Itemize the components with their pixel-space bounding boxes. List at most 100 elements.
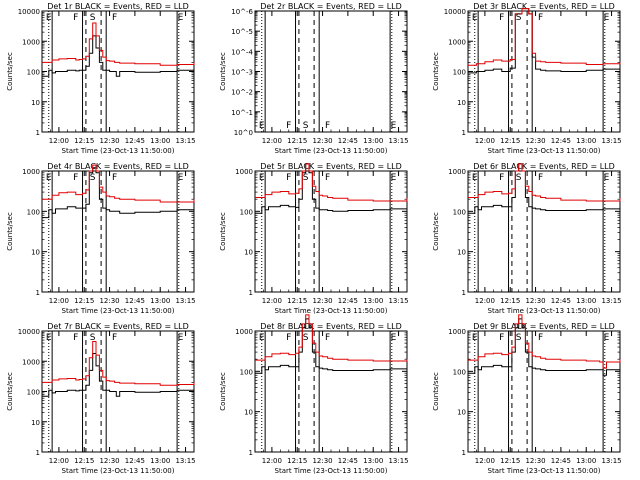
period-marker-label: F <box>73 173 78 183</box>
period-marker-label: E <box>472 173 478 183</box>
period-marker-label: F <box>325 121 330 131</box>
period-marker-label: E <box>46 13 52 23</box>
x-tick-label: 12:15 <box>500 137 520 145</box>
chart-title: Det 8r BLACK = Events, RED = LLD <box>260 322 402 331</box>
series-line-lld <box>255 163 408 202</box>
chart-title: Det 2r BLACK = Events, RED = LLD <box>260 2 402 11</box>
plot-frame <box>467 170 621 293</box>
chart-panel-2: Det 2r BLACK = Events, RED = LLD 10^0 10^-… <box>219 2 409 155</box>
period-marker-label: S <box>516 333 522 343</box>
x-tick-label: 13:00 <box>150 297 170 305</box>
y-tick-label: 10 <box>457 409 466 417</box>
series-line-events <box>42 167 195 219</box>
y-tick-label: 1 <box>36 289 40 297</box>
x-tick-label: 12:45 <box>338 297 358 305</box>
period-marker-label: E <box>178 173 184 183</box>
x-tick-label: 13:00 <box>150 457 170 465</box>
x-tick-label: 13:00 <box>363 137 383 145</box>
chart-panel-9: Det 9r BLACK = Events, RED = LLD 1 10 100 10… <box>432 314 622 475</box>
y-tick-label: 1 <box>36 449 40 457</box>
y-tick-label: 1 <box>462 129 466 137</box>
x-tick-label: 12:00 <box>475 137 495 145</box>
series-line-events <box>255 318 408 374</box>
chart-panel-7: Det 7r BLACK = Events, RED = LLD 1 10 100 10… <box>6 322 196 475</box>
y-tick-label: 100 <box>240 368 253 376</box>
period-marker-label: E <box>391 173 397 183</box>
x-axis-label: Start Time (23-Oct-13 11:50:00) <box>488 147 601 155</box>
period-marker-label: F <box>286 173 291 183</box>
chart-panel-6: Det 6r BLACK = Events, RED = LLD 1 10 100 10… <box>432 162 622 315</box>
x-tick-label: 12:45 <box>551 457 571 465</box>
y-tick-label: 1000 <box>448 38 466 46</box>
y-tick-label: 1 <box>249 449 253 457</box>
y-tick-label: 1 <box>36 129 40 137</box>
x-tick-label: 13:15 <box>601 137 621 145</box>
x-tick-label: 13:15 <box>388 137 408 145</box>
period-marker-label: E <box>391 333 397 343</box>
x-tick-label: 12:30 <box>312 297 332 305</box>
period-marker-label: S <box>303 333 309 343</box>
plot-frame <box>254 10 408 133</box>
period-marker-label: F <box>73 333 78 343</box>
y-tick-label: 100 <box>27 208 40 216</box>
plot-frame <box>41 170 195 293</box>
series-line-events <box>468 8 621 74</box>
series-line-lld <box>468 163 621 202</box>
y-tick-label: 10 <box>457 99 466 107</box>
x-tick-label: 12:00 <box>262 297 282 305</box>
x-tick-label: 13:00 <box>576 457 596 465</box>
y-tick-label: 10 <box>31 99 40 107</box>
x-tick-label: 12:00 <box>475 457 495 465</box>
y-tick-label: 1 <box>462 289 466 297</box>
period-marker-label: E <box>46 333 52 343</box>
chart-panel-8: Det 8r BLACK = Events, RED = LLD 1 10 100 10… <box>219 314 409 475</box>
series-line-lld <box>468 8 621 66</box>
y-axis-label: Counts/sec <box>6 212 14 251</box>
period-marker-label: E <box>604 173 610 183</box>
y-tick-label: 1000 <box>22 358 40 366</box>
y-tick-label: 1000 <box>235 168 253 176</box>
period-marker-label: F <box>499 333 504 343</box>
chart-panel-5: Det 5r BLACK = Events, RED = LLD 1 10 100 10… <box>219 162 409 315</box>
period-marker-label: F <box>499 13 504 23</box>
y-tick-label: 100 <box>453 368 466 376</box>
x-tick-label: 12:45 <box>125 457 145 465</box>
x-axis-label: Start Time (23-Oct-13 11:50:00) <box>275 307 388 315</box>
y-tick-label: 10^-3 <box>231 69 253 77</box>
y-tick-label: 1000 <box>22 38 40 46</box>
x-tick-label: 13:15 <box>388 457 408 465</box>
period-marker-label: S <box>303 173 309 183</box>
period-marker-label: E <box>604 13 610 23</box>
period-marker-label: F <box>325 173 330 183</box>
period-marker-label: E <box>604 333 610 343</box>
period-marker-label: F <box>499 173 504 183</box>
period-marker-label: F <box>286 121 291 131</box>
period-marker-label: E <box>46 173 52 183</box>
y-tick-label: 10^-2 <box>231 89 253 97</box>
x-tick-label: 12:45 <box>338 457 358 465</box>
period-marker-label: S <box>516 173 522 183</box>
y-tick-label: 10^-1 <box>231 109 253 117</box>
plot-frame <box>467 330 621 453</box>
x-tick-label: 12:15 <box>74 457 94 465</box>
x-tick-label: 12:45 <box>125 297 145 305</box>
period-marker-label: E <box>178 333 184 343</box>
x-tick-label: 13:15 <box>175 457 195 465</box>
x-tick-label: 12:15 <box>287 297 307 305</box>
series-line-lld <box>42 341 195 386</box>
y-axis-label: Counts/sec <box>432 212 440 251</box>
x-tick-label: 13:00 <box>363 297 383 305</box>
plot-frame <box>467 10 621 133</box>
period-marker-label: F <box>112 173 117 183</box>
y-tick-label: 100 <box>240 208 253 216</box>
period-marker-label: E <box>259 173 265 183</box>
x-tick-label: 12:30 <box>99 297 119 305</box>
x-tick-label: 12:15 <box>74 297 94 305</box>
x-tick-label: 12:15 <box>74 137 94 145</box>
y-tick-label: 10 <box>457 249 466 257</box>
period-marker-label: F <box>538 173 543 183</box>
y-tick-label: 100 <box>453 69 466 77</box>
plot-frame <box>254 170 408 293</box>
x-tick-label: 13:15 <box>175 297 195 305</box>
